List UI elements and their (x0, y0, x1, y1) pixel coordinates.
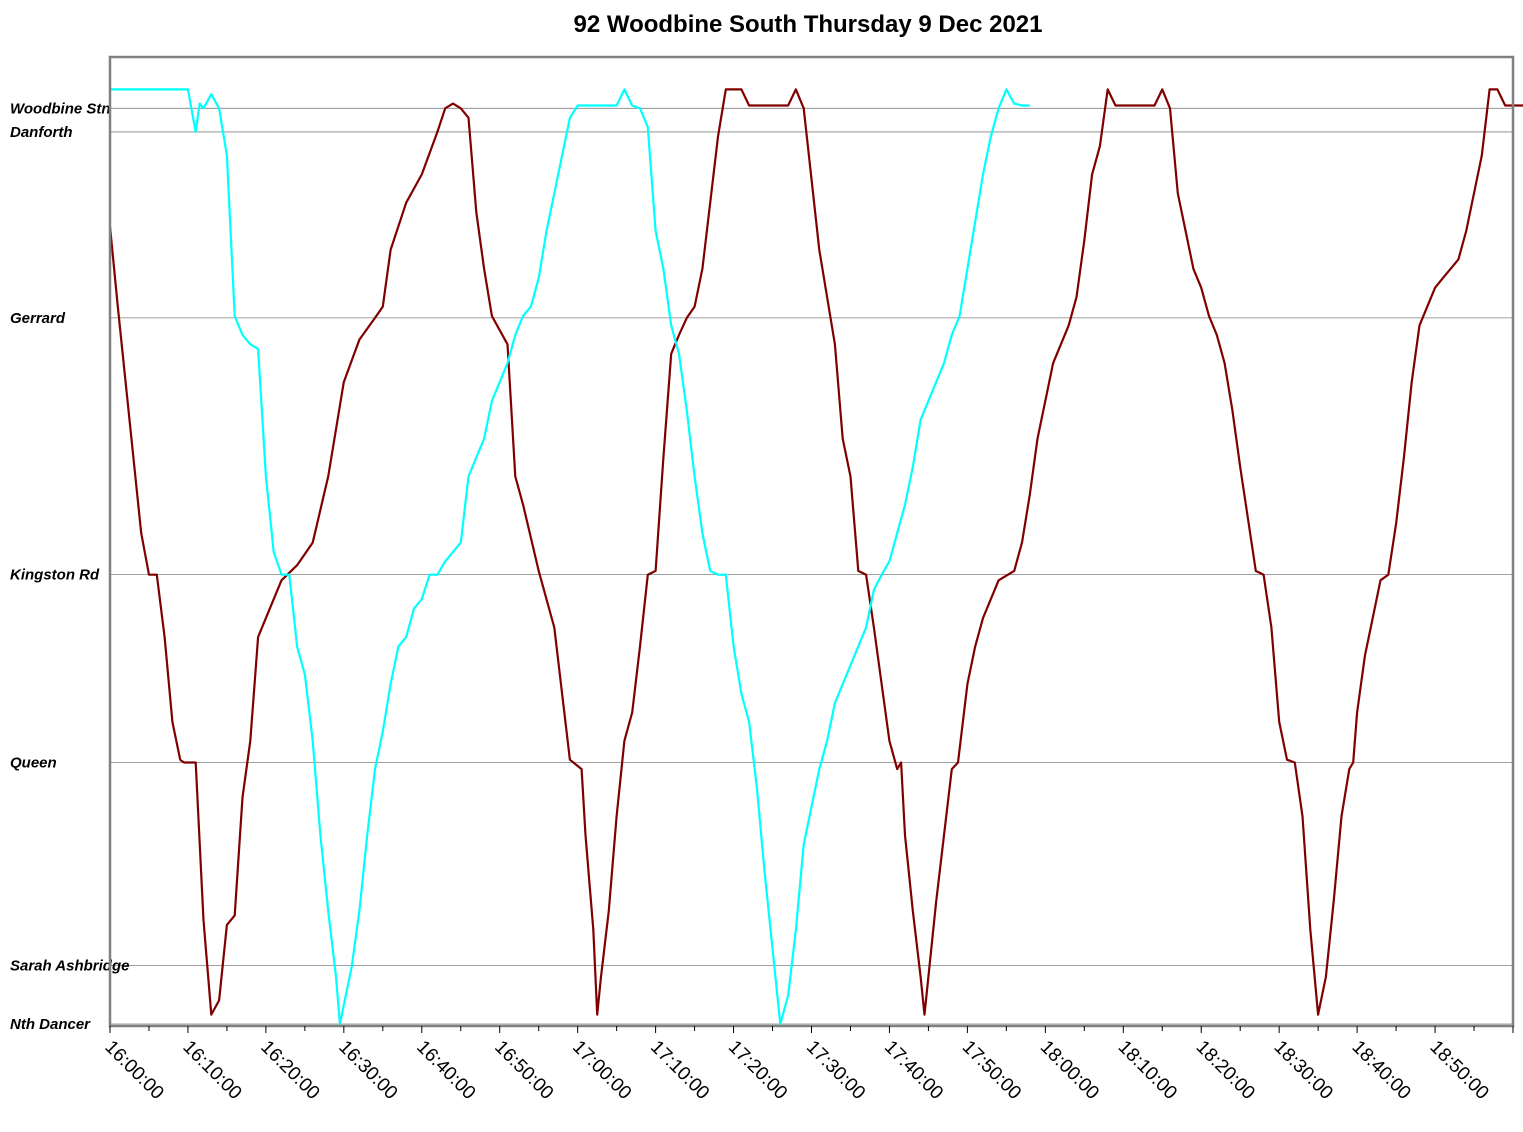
x-tick-label: 17:00:00 (568, 1037, 635, 1104)
x-tick-label: 18:10:00 (1114, 1037, 1181, 1104)
x-tick-label: 18:30:00 (1270, 1037, 1337, 1104)
stop-label: Danforth (10, 124, 73, 141)
chart-title: 92 Woodbine South Thursday 9 Dec 2021 (573, 11, 1042, 38)
x-axis-ticks (109, 1026, 1514, 1033)
x-tick-label: 17:20:00 (724, 1037, 791, 1104)
x-tick-label: 18:20:00 (1192, 1037, 1259, 1104)
stop-label: Sarah Ashbridge (10, 957, 129, 974)
stop-label: Kingston Rd (10, 567, 100, 584)
x-tick-label: 16:40:00 (412, 1037, 479, 1104)
stop-label: Queen (10, 755, 57, 772)
x-tick-label: 17:50:00 (958, 1037, 1025, 1104)
series-line-0 (108, 88, 1523, 1016)
stop-labels: Woodbine Stn Danforth Gerrard Kingston Rd Qu… (10, 100, 129, 1033)
x-tick-label: 18:00:00 (1036, 1037, 1103, 1104)
stop-label: Gerrard (10, 310, 66, 327)
x-tick-label: 16:50:00 (490, 1037, 557, 1104)
stop-gridlines (110, 107, 1513, 1025)
x-tick-label: 17:10:00 (646, 1037, 713, 1104)
plot-frame (108, 55, 1515, 1028)
x-tick-label: 17:30:00 (802, 1037, 869, 1104)
x-tick-label: 18:40:00 (1348, 1037, 1415, 1104)
series-line-1 (110, 88, 1030, 1026)
x-tick-label: 16:10:00 (178, 1037, 245, 1104)
stop-label: Nth Dancer (10, 1016, 91, 1033)
stop-label: Woodbine Stn (10, 100, 111, 117)
x-tick-label: 16:20:00 (256, 1037, 323, 1104)
x-axis-tick-labels: 16:00:00 16:10:00 16:20:00 16:30:00 16:40:00… (100, 1037, 1492, 1104)
series-layer (108, 88, 1523, 1026)
x-tick-label: 16:30:00 (334, 1037, 401, 1104)
x-tick-label: 18:50:00 (1426, 1037, 1493, 1104)
x-tick-label: 17:40:00 (880, 1037, 947, 1104)
x-tick-label: 16:00:00 (100, 1037, 167, 1104)
